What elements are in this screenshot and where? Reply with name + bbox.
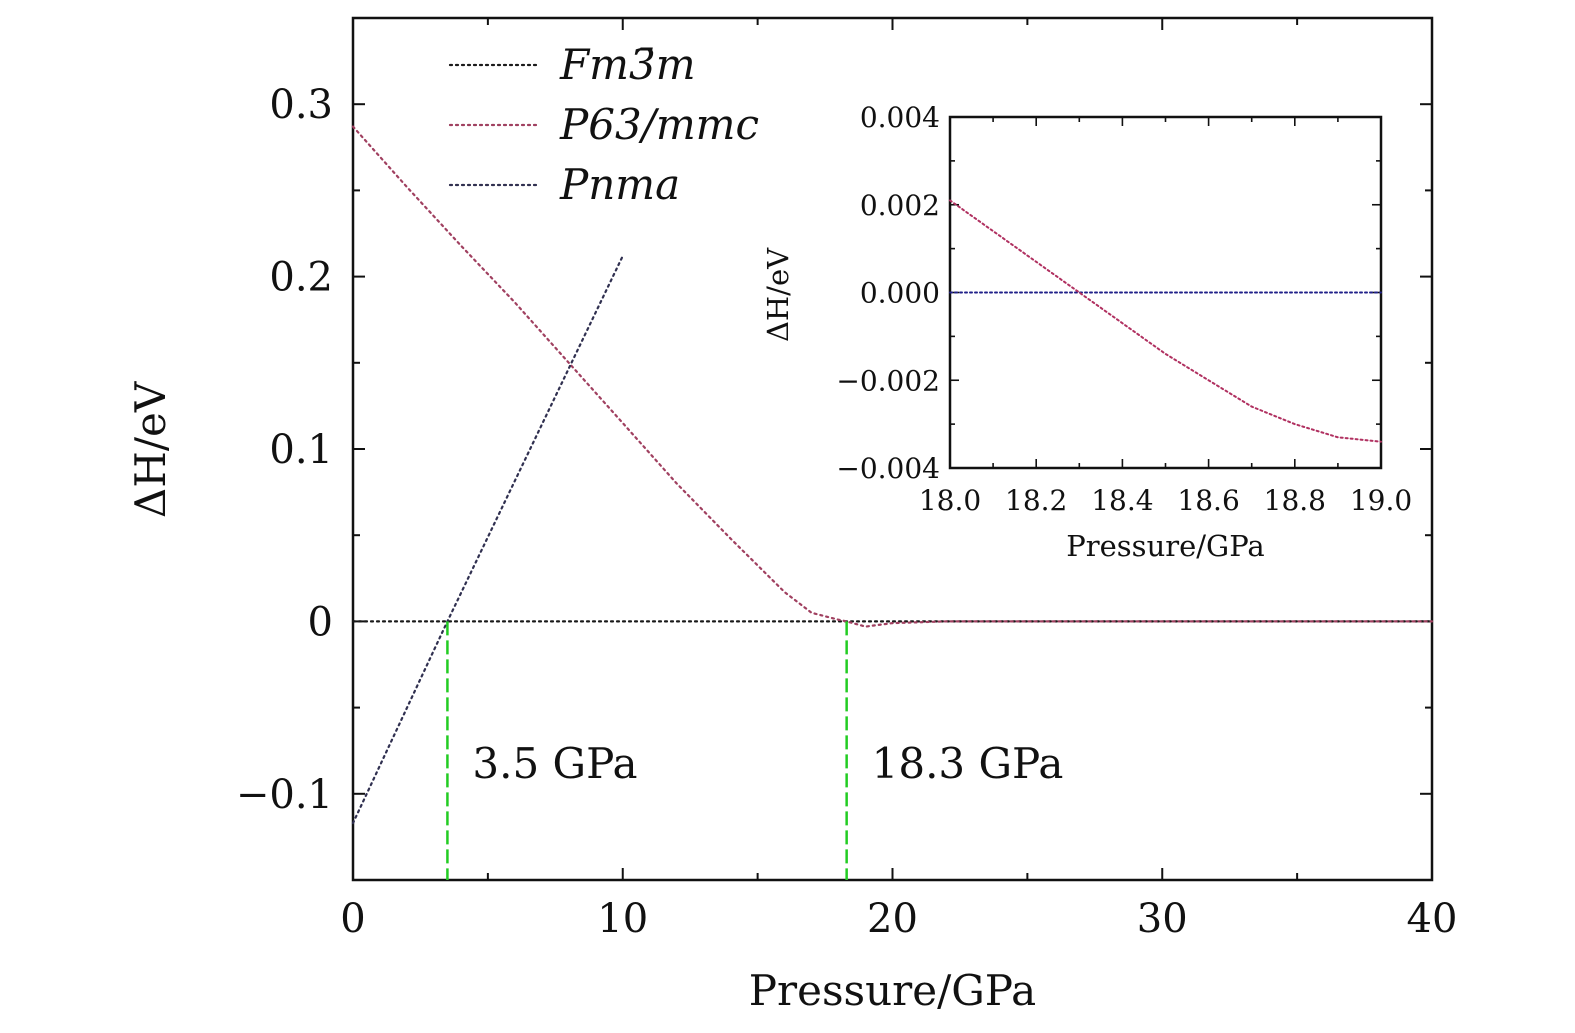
legend-label: Pnma bbox=[559, 160, 680, 209]
inset-x-tick-label: 18.2 bbox=[1005, 484, 1067, 517]
main-plot: 0 10 20 30 40 −0.1 0 0.1 0.2 0.3 Pressure/GPa ΔH/eV… bbox=[126, 16, 1458, 1015]
inset-x-tick-label: 18.0 bbox=[919, 484, 981, 517]
inset-x-tick-label: 18.4 bbox=[1091, 484, 1153, 517]
legend-label: P63/mmc bbox=[559, 100, 759, 149]
y-axis-title: ΔH/eV bbox=[126, 381, 175, 518]
y-tick-label: 0.1 bbox=[269, 427, 333, 473]
y-tick-label: 0 bbox=[308, 599, 333, 645]
y-tick-label: −0.1 bbox=[236, 772, 333, 818]
x-tick-label: 40 bbox=[1407, 896, 1458, 942]
x-tick-label: 30 bbox=[1137, 896, 1188, 942]
y-tick-label: 0.2 bbox=[269, 255, 333, 301]
inset-y-tick-label: 0.004 bbox=[860, 101, 940, 134]
inset-x-tick-label: 18.6 bbox=[1177, 484, 1239, 517]
x-tick-label: 10 bbox=[597, 896, 648, 942]
inset-plot: 18.0 18.2 18.4 18.6 18.8 19.0 −0.004 −0.002 0.00… bbox=[761, 101, 1412, 563]
inset-y-tick-label: −0.004 bbox=[836, 452, 940, 485]
inset-y-axis-title: ΔH/eV bbox=[761, 247, 795, 342]
x-tick-label: 20 bbox=[867, 896, 918, 942]
inset-y-tick-label: 0.000 bbox=[860, 277, 940, 310]
y-tick-label: 0.3 bbox=[269, 82, 333, 128]
legend-label: Fm3̄m bbox=[559, 40, 696, 89]
inset-x-tick-label: 19.0 bbox=[1350, 484, 1412, 517]
inset-series-line-1 bbox=[949, 199, 1382, 443]
series-line-1 bbox=[351, 125, 1434, 628]
x-tick-label: 0 bbox=[340, 896, 365, 942]
inset-x-tick-label: 18.8 bbox=[1264, 484, 1326, 517]
x-axis-title: Pressure/GPa bbox=[749, 966, 1036, 1015]
transition-label: 3.5 GPa bbox=[472, 739, 637, 788]
inset-y-tick-label: −0.002 bbox=[836, 364, 940, 397]
inset-y-tick-label: 0.002 bbox=[860, 189, 940, 222]
transition-label: 18.3 GPa bbox=[872, 739, 1064, 788]
inset-x-axis-title: Pressure/GPa bbox=[1066, 529, 1264, 563]
